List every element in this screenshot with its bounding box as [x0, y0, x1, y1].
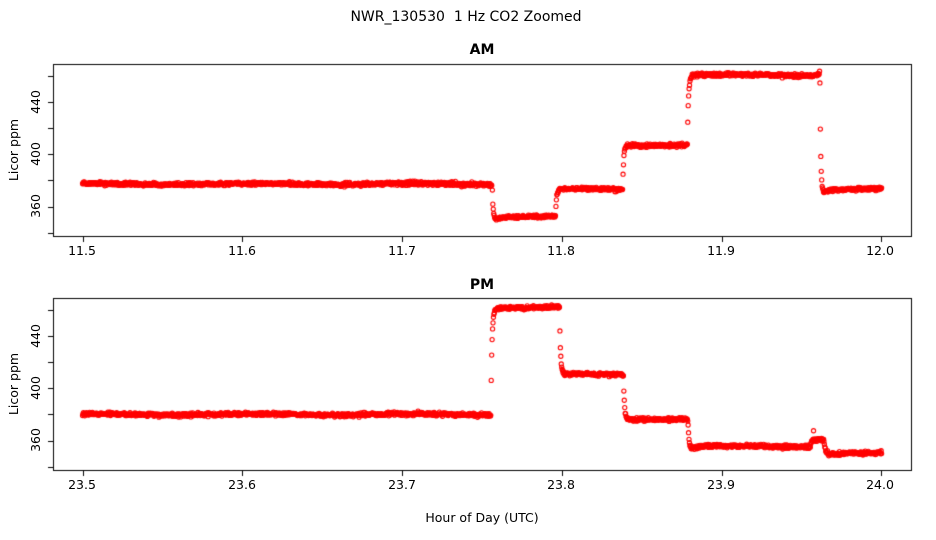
panel-am-title: AM	[469, 42, 495, 58]
x-tick-label: 23.6	[228, 477, 256, 492]
x-tick-label: 11.7	[388, 243, 416, 258]
y-tick-label: 400	[27, 376, 43, 400]
x-axis-label: Hour of Day (UTC)	[425, 510, 539, 525]
y-axis-label-am: Licor ppm	[5, 118, 21, 182]
x-tick-label: 11.9	[707, 243, 735, 258]
y-tick-label: 360	[27, 194, 43, 218]
x-tick-label: 12.0	[866, 243, 894, 258]
x-tick-label: 23.7	[388, 477, 416, 492]
y-axis-label-pm: Licor ppm	[5, 352, 21, 416]
y-tick-label: 400	[27, 142, 43, 166]
y-tick-label: 440	[27, 324, 43, 348]
x-tick-label: 11.6	[228, 243, 256, 258]
x-tick-label: 24.0	[866, 477, 894, 492]
x-tick-label: 11.8	[547, 243, 575, 258]
x-tick-label: 23.5	[68, 477, 96, 492]
x-tick-label: 23.8	[547, 477, 575, 492]
x-tick-label: 23.9	[707, 477, 735, 492]
y-tick-label: 440	[27, 90, 43, 114]
x-tick-label: 11.5	[68, 243, 96, 258]
panel-pm-title: PM	[469, 277, 495, 293]
y-tick-label: 360	[27, 428, 43, 452]
figure-title: NWR_130530 1 Hz CO2 Zoomed	[350, 9, 582, 25]
